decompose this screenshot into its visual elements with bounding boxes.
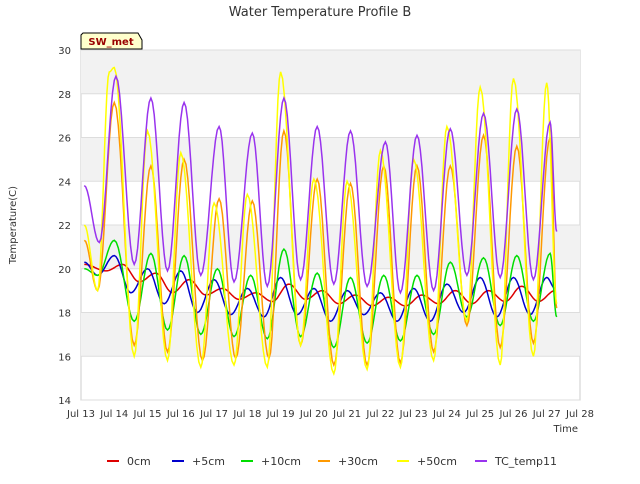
x-tick-label: Jul 18 bbox=[232, 409, 261, 420]
series-layer bbox=[83, 66, 558, 377]
plot-band bbox=[81, 137, 580, 182]
annotation-label: SW_met bbox=[88, 37, 133, 48]
series-line-+50cm bbox=[83, 66, 558, 377]
legend-label: +50cm bbox=[417, 455, 457, 468]
x-tick-label: Jul 15 bbox=[133, 409, 162, 420]
legend-label: +5cm bbox=[192, 455, 225, 468]
y-tick-label: 22 bbox=[58, 221, 71, 232]
x-tick-label: Jul 13 bbox=[66, 409, 95, 420]
legend-label: +30cm bbox=[338, 455, 378, 468]
y-tick-label: 26 bbox=[58, 134, 71, 145]
x-axis-ticks: Jul 13 Jul 14 Jul 15 Jul 16 Jul 17 Jul 18 Jul … bbox=[66, 409, 594, 420]
y-tick-label: 18 bbox=[58, 309, 71, 320]
x-axis-label: Time bbox=[553, 424, 578, 435]
x-tick-label: Jul 14 bbox=[99, 409, 128, 420]
y-tick-label: 28 bbox=[58, 90, 71, 101]
x-tick-label: Jul 16 bbox=[166, 409, 195, 420]
x-tick-label: Jul 19 bbox=[266, 409, 295, 420]
legend-item: +10cm bbox=[241, 455, 301, 468]
annotation-box: SW_met bbox=[80, 32, 143, 50]
x-tick-label: Jul 27 bbox=[532, 409, 561, 420]
x-tick-label: Jul 17 bbox=[199, 409, 228, 420]
y-axis-ticks: 14 16 18 20 22 24 26 28 30 bbox=[58, 46, 71, 407]
legend-item: +50cm bbox=[397, 455, 457, 468]
x-tick-label: Jul 20 bbox=[299, 409, 328, 420]
legend-item: 0cm bbox=[107, 455, 151, 468]
legend-label: +10cm bbox=[261, 455, 301, 468]
series-line-TC_temp11 bbox=[83, 74, 558, 295]
grid bbox=[81, 49, 580, 401]
y-axis-label: Temperature(C) bbox=[8, 186, 19, 265]
legend-label: 0cm bbox=[127, 455, 151, 468]
x-tick-label: Jul 21 bbox=[332, 409, 361, 420]
y-tick-label: 30 bbox=[58, 46, 71, 57]
legend-item: +30cm bbox=[318, 455, 378, 468]
y-tick-label: 14 bbox=[58, 396, 71, 407]
x-tick-label: Jul 26 bbox=[498, 409, 527, 420]
x-tick-label: Jul 23 bbox=[399, 409, 428, 420]
y-tick-label: 16 bbox=[58, 352, 71, 363]
x-tick-label: Jul 28 bbox=[565, 409, 594, 420]
legend-item: TC_temp11 bbox=[475, 455, 557, 468]
plot-band bbox=[81, 50, 580, 94]
x-tick-label: Jul 25 bbox=[465, 409, 494, 420]
y-tick-label: 24 bbox=[58, 177, 71, 188]
chart-title: Water Temperature Profile B bbox=[229, 5, 412, 20]
x-tick-label: Jul 24 bbox=[432, 409, 461, 420]
y-tick-label: 20 bbox=[58, 265, 71, 276]
legend-label: TC_temp11 bbox=[494, 455, 557, 468]
legend-item: +5cm bbox=[172, 455, 225, 468]
x-tick-label: Jul 22 bbox=[365, 409, 394, 420]
legend: 0cm +5cm +10cm +30cm +50cm TC_temp11 bbox=[107, 455, 557, 468]
